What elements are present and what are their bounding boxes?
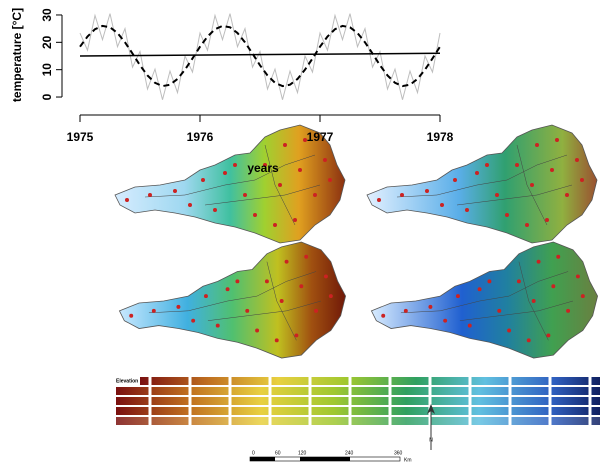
y-tick-label: 30 [40, 8, 54, 22]
y-tick-label: 20 [40, 35, 54, 49]
line-series [79, 13, 441, 100]
scale-label: 120 [298, 450, 307, 456]
x-tick-label: 1975 [67, 130, 94, 144]
map [118, 241, 347, 359]
legend-swatch-row [116, 397, 600, 405]
map-legend: Elevation [116, 377, 600, 425]
scale-unit: Km [404, 457, 412, 463]
scale-label: 0 [252, 450, 255, 456]
north-label: N [429, 437, 433, 443]
scale-label: 60 [275, 450, 281, 456]
north-arrow: N [427, 404, 435, 450]
line-series [79, 52, 441, 57]
swatch-separators [148, 377, 592, 425]
legend-title: Elevation [116, 378, 138, 384]
line-series [79, 24, 441, 88]
y-axis-label: temperature [°C] [10, 8, 24, 102]
legend-swatch-row [116, 387, 600, 395]
scale-label: 240 [345, 450, 354, 456]
legend-swatch-row [116, 417, 600, 425]
x-tick-label: 1978 [427, 130, 454, 144]
x-tick-label: 1976 [187, 130, 214, 144]
scale-label: 360 [394, 450, 403, 456]
x-tick-label: 1977 [307, 130, 334, 144]
legend-swatch-row [116, 407, 600, 415]
map [366, 124, 598, 244]
scale-bar: 0 60 120 240 360 Km [249, 450, 412, 463]
map [370, 241, 599, 359]
y-tick-label: 10 [40, 63, 54, 77]
legend-swatch-row [140, 377, 600, 385]
x-axis-label: years [247, 161, 279, 175]
y-tick-label: 0 [40, 93, 54, 100]
